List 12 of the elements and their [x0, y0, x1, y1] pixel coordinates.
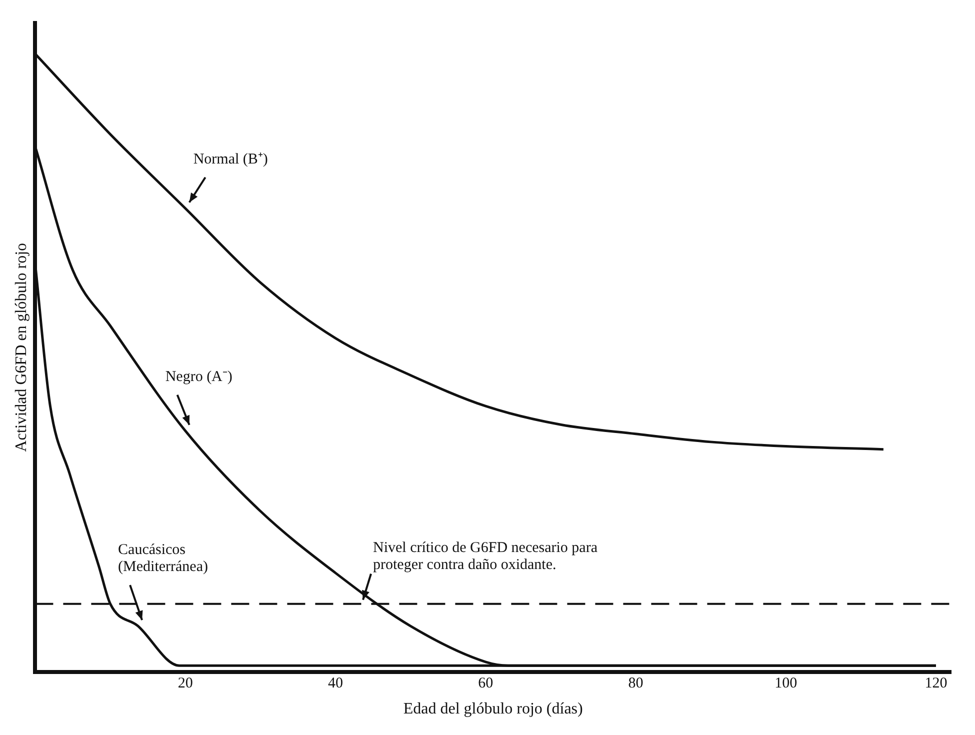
y-axis-title: Actividad G6FD en glóbulo rojo — [12, 242, 30, 452]
text: Normal (B⁺) — [193, 151, 268, 168]
ref-line-label: Nivel crítico de G6FD necesario para proteger contra daño oxidante. — [372, 540, 598, 573]
series-label: Caucásicos (Mediterránea) — [118, 542, 208, 576]
x-tick-label: 60 — [478, 676, 494, 692]
series-label: Negro (A⁻) — [165, 368, 232, 385]
x-tick-label: 120 — [924, 676, 948, 692]
x-axis-title: Edad del glóbulo rojo (días) — [403, 700, 583, 718]
x-tick-label: 20 — [178, 676, 193, 692]
x-tick-label: 80 — [628, 676, 644, 692]
x-tick-label: 40 — [328, 676, 343, 692]
x-tick-label: 100 — [774, 676, 798, 692]
